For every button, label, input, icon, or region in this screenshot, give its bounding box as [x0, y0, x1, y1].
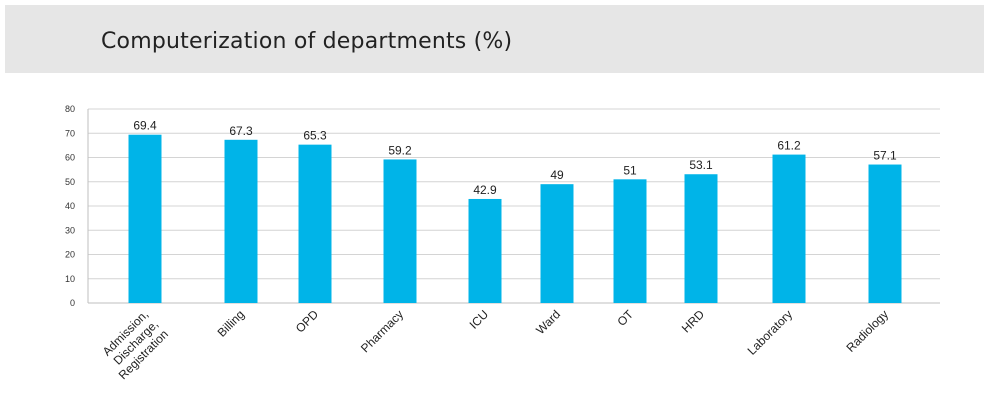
- x-tick-label-line: Billing: [215, 307, 248, 340]
- data-label: 59.2: [388, 143, 412, 157]
- x-tick-label-line: Ward: [533, 307, 563, 337]
- data-label: 65.3: [303, 129, 327, 143]
- data-label: 51: [623, 163, 637, 177]
- data-label: 61.2: [777, 139, 801, 153]
- x-tick-label-line: Laboratory: [745, 307, 795, 357]
- x-tick-label: OPD: [293, 307, 322, 336]
- data-label: 57.1: [873, 149, 897, 163]
- y-tick-label: 80: [65, 104, 75, 114]
- y-tick-label: 20: [65, 250, 75, 260]
- bar: [868, 164, 902, 303]
- bar-chart: 0 10 20 30 40 50 60 70 80 69.4 Admission,Discharge…: [65, 104, 940, 382]
- x-tick-label: HRD: [679, 307, 708, 336]
- x-tick-label: Billing: [215, 307, 248, 340]
- bar: [383, 159, 417, 303]
- y-tick-label: 30: [65, 225, 75, 235]
- chart-header: Computerization of departments (%): [5, 5, 984, 73]
- y-tick-label: 40: [65, 201, 75, 211]
- y-tick-label: 70: [65, 128, 75, 138]
- x-tick-label-line: OPD: [293, 307, 322, 336]
- x-tick-label: ICU: [467, 307, 492, 332]
- data-label: 67.3: [229, 124, 253, 138]
- data-label: 69.4: [133, 119, 157, 133]
- x-tick-label-line: OT: [614, 307, 636, 329]
- x-tick-label: Admission,Discharge,Registration: [100, 307, 171, 382]
- x-tick-label-line: HRD: [679, 307, 708, 336]
- y-tick-label: 10: [65, 274, 75, 284]
- y-tick-label: 60: [65, 153, 75, 163]
- x-tick-label: OT: [614, 307, 636, 329]
- bar: [468, 198, 502, 303]
- bar: [613, 179, 647, 303]
- bar: [684, 174, 718, 303]
- bar: [540, 184, 574, 303]
- bar: [224, 139, 258, 303]
- bar: [128, 134, 162, 303]
- x-tick-label-line: ICU: [467, 307, 492, 332]
- chart-area: 0 10 20 30 40 50 60 70 80 69.4 Admission, Discharge…: [5, 84, 984, 400]
- x-tick-label: Ward: [533, 307, 563, 337]
- bar: [298, 144, 332, 303]
- y-tick-label: 50: [65, 177, 75, 187]
- page-title: Computerization of departments (%): [101, 29, 513, 54]
- x-tick-label-line: Radiology: [843, 307, 891, 355]
- data-label: 53.1: [689, 158, 713, 172]
- x-tick-label: Laboratory: [745, 307, 795, 357]
- data-label: 42.9: [473, 183, 497, 197]
- data-label: 49: [550, 168, 564, 182]
- x-tick-label: Radiology: [843, 307, 891, 355]
- y-tick-label: 0: [70, 298, 75, 308]
- x-tick-label-line: Pharmacy: [358, 307, 406, 355]
- bar: [772, 154, 806, 303]
- x-tick-label: Pharmacy: [358, 307, 406, 355]
